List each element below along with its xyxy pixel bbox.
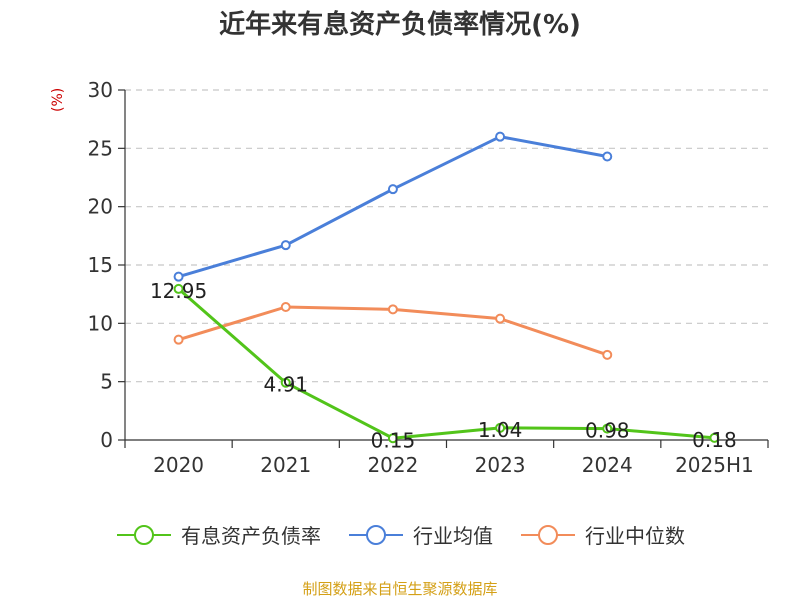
data-point-series-2 bbox=[280, 302, 291, 312]
data-label: 4.91 bbox=[263, 373, 308, 397]
data-point-series-0 bbox=[280, 377, 291, 388]
legend-marker-icon bbox=[117, 524, 171, 545]
data-point-series-2 bbox=[495, 313, 506, 324]
y-tick-label: 20 bbox=[88, 195, 113, 219]
y-tick-label: 10 bbox=[88, 311, 113, 335]
x-tick-label: 2024 bbox=[582, 453, 633, 477]
chart-legend: 有息资产负债率 行业均值 行业中位数 bbox=[0, 520, 800, 549]
y-tick-label: 0 bbox=[100, 428, 113, 452]
y-tick-label: 5 bbox=[100, 370, 113, 394]
data-point-series-0 bbox=[602, 423, 613, 434]
chart-title: 近年来有息资产负债率情况(%) bbox=[219, 10, 581, 40]
series-line-0 bbox=[177, 287, 715, 440]
x-tick-label: 2025H1 bbox=[675, 453, 754, 477]
legend-item[interactable]: 行业均值 bbox=[347, 520, 493, 549]
data-label: 0.18 bbox=[692, 428, 737, 452]
x-tick-label: 2023 bbox=[475, 453, 526, 477]
y-tick-label: 25 bbox=[88, 136, 113, 160]
y-tick-label: 15 bbox=[88, 253, 113, 277]
legend-marker-icon bbox=[521, 524, 575, 545]
data-point-series-2 bbox=[387, 304, 398, 315]
data-point-series-0 bbox=[495, 422, 506, 433]
data-point-series-2 bbox=[173, 334, 184, 345]
legend-item[interactable]: 行业中位数 bbox=[519, 520, 685, 549]
data-point-series-1 bbox=[495, 131, 506, 142]
x-tick-label: 2020 bbox=[153, 453, 204, 477]
data-source-note: 制图数据来自恒生聚源数据库 bbox=[302, 580, 498, 598]
data-point-series-1 bbox=[602, 151, 613, 162]
legend-label: 行业均值 bbox=[413, 524, 493, 548]
data-point-series-0 bbox=[387, 433, 398, 444]
data-label: 0.98 bbox=[585, 419, 630, 443]
data-point-series-2 bbox=[602, 349, 613, 360]
x-tick-label: 2021 bbox=[260, 453, 311, 477]
legend-label: 有息资产负债率 bbox=[181, 524, 321, 548]
x-tick-label: 2022 bbox=[367, 453, 418, 477]
data-point-series-1 bbox=[173, 271, 184, 282]
legend-label: 行业中位数 bbox=[585, 524, 685, 548]
data-point-series-1 bbox=[387, 184, 398, 195]
y-tick-label: 30 bbox=[88, 78, 113, 102]
data-label: 12.95 bbox=[150, 279, 207, 303]
data-label: 0.15 bbox=[371, 428, 416, 452]
data-point-series-1 bbox=[280, 240, 291, 251]
data-point-series-0 bbox=[709, 432, 720, 443]
legend-item[interactable]: 有息资产负债率 bbox=[115, 520, 321, 549]
legend-marker-icon bbox=[349, 524, 403, 545]
data-point-series-0 bbox=[173, 283, 184, 294]
data-label: 1.04 bbox=[478, 418, 523, 442]
